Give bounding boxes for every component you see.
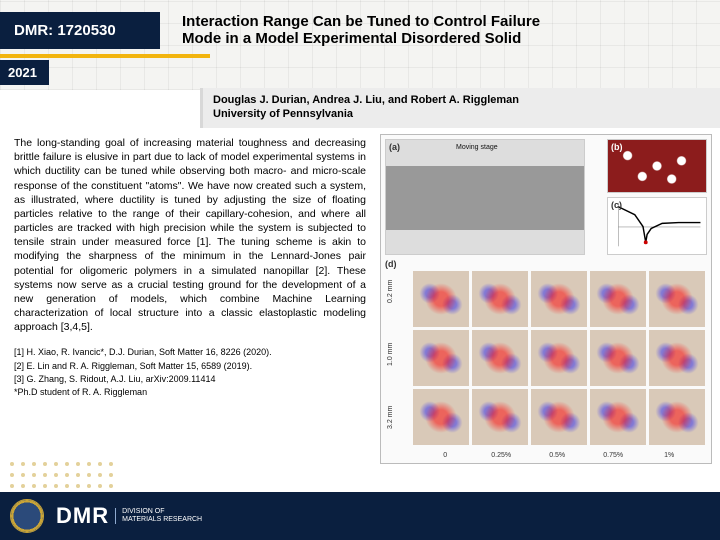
gold-divider (0, 54, 210, 58)
slide-title: Interaction Range Can be Tuned to Contro… (160, 13, 720, 48)
year-chip: 2021 (0, 60, 49, 85)
ref-3: [3] G. Zhang, S. Ridout, A.J. Liu, arXiv… (14, 373, 366, 385)
panel-d-row-label-3: 3.2 mm (387, 406, 394, 429)
panel-d-cell (531, 271, 587, 327)
panel-d-row-label-2: 1.0 mm (387, 343, 394, 366)
footer-bar: DMR DIVISION OF MATERIALS RESEARCH (0, 492, 720, 540)
panel-a-caption: Moving stage (456, 144, 498, 151)
abstract-text: The long-standing goal of increasing mat… (14, 136, 366, 334)
panel-d-cell (590, 330, 646, 386)
panel-d-label: (d) (385, 259, 397, 269)
ref-2: [2] E. Lin and R. A. Riggleman, Soft Mat… (14, 360, 366, 372)
title-line-2: Mode in a Model Experimental Disordered … (182, 30, 720, 47)
figure-column: (a) Moving stage (b) (c) (d) 0.2 mm (380, 130, 720, 492)
panel-b-label: (b) (611, 142, 623, 152)
panel-d-row-label-1: 0.2 mm (387, 280, 394, 303)
panel-d-cell (472, 330, 528, 386)
author-affiliation: University of Pennsylvania (213, 108, 710, 122)
references: [1] H. Xiao, R. Ivancic*, D.J. Durian, S… (14, 346, 366, 398)
title-line-1: Interaction Range Can be Tuned to Contro… (182, 13, 720, 30)
dmr-logo-text: DMR (56, 503, 109, 529)
panel-d-cell (531, 330, 587, 386)
panel-d-cell (649, 271, 705, 327)
panel-a-label: (a) (389, 142, 400, 152)
panel-d-col-label-4: 0.75% (581, 452, 645, 459)
panel-d-cell (531, 389, 587, 445)
dmr-subtitle-1: DIVISION OF (122, 508, 202, 516)
dmr-logo-subtitle: DIVISION OF MATERIALS RESEARCH (115, 508, 202, 523)
authors-band: Douglas J. Durian, Andrea J. Liu, and Ro… (200, 88, 720, 128)
panel-d-cell (590, 389, 646, 445)
panel-d-cell (649, 330, 705, 386)
decorative-dot-grid (10, 462, 115, 490)
panel-c-label: (c) (611, 200, 622, 210)
dmr-logo: DMR DIVISION OF MATERIALS RESEARCH (56, 503, 202, 529)
dmr-subtitle-2: MATERIALS RESEARCH (122, 516, 202, 524)
ref-1: [1] H. Xiao, R. Ivancic*, D.J. Durian, S… (14, 346, 366, 358)
panel-d-grid (413, 271, 705, 445)
header: DMR: 1720530 Interaction Range Can be Tu… (0, 8, 720, 52)
figure-panel-b: (b) (607, 139, 707, 193)
composite-figure: (a) Moving stage (b) (c) (d) 0.2 mm (380, 134, 712, 464)
panel-d-col-label-1: 0 (413, 452, 477, 459)
panel-d-cell (413, 330, 469, 386)
figure-panel-d: (d) 0.2 mm 1.0 mm 3.2 mm 0 0.25% 0.5% 0.… (385, 261, 707, 459)
ref-footnote: *Ph.D student of R. A. Riggleman (14, 386, 366, 398)
figure-panel-a: (a) Moving stage (385, 139, 585, 255)
panel-d-cell (649, 389, 705, 445)
author-names: Douglas J. Durian, Andrea J. Liu, and Ro… (213, 94, 710, 108)
panel-d-col-label-2: 0.25% (469, 452, 533, 459)
figure-panel-c: (c) (607, 197, 707, 255)
body: The long-standing goal of increasing mat… (0, 130, 720, 492)
panel-d-col-label-5: 1% (637, 452, 701, 459)
nsf-seal-icon (10, 499, 44, 533)
award-number-chip: DMR: 1720530 (0, 12, 160, 49)
panel-d-cell (472, 389, 528, 445)
panel-d-cell (413, 271, 469, 327)
abstract-column: The long-standing goal of increasing mat… (0, 130, 380, 492)
panel-d-cell (590, 271, 646, 327)
panel-d-cell (413, 389, 469, 445)
panel-d-cell (472, 271, 528, 327)
panel-d-col-label-3: 0.5% (525, 452, 589, 459)
panel-c-curve (608, 198, 706, 254)
